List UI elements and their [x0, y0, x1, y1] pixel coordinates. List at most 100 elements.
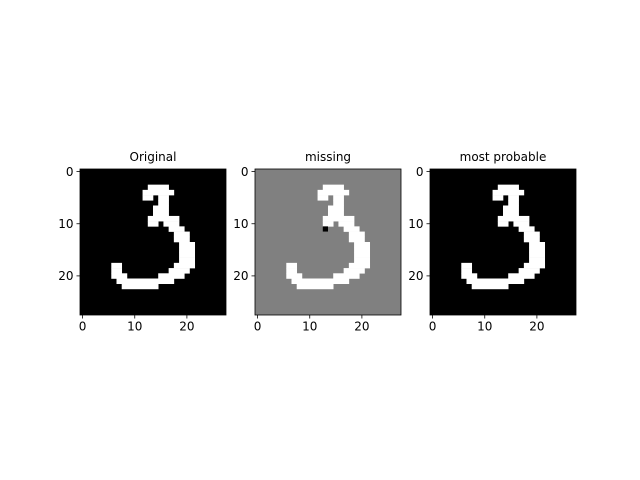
image-frame — [79, 168, 227, 316]
digit-pixel-run — [328, 205, 344, 212]
digit-pixel-run — [158, 200, 169, 206]
axis-ticks: 0 10 20 0 10 20 — [58, 165, 194, 334]
digit-pixel-run — [179, 257, 196, 264]
digit-pixel-run — [348, 262, 371, 269]
digit-pixel-run — [317, 195, 329, 201]
digit-pixel-run — [153, 210, 169, 217]
digit-pixel-run — [354, 247, 371, 253]
digit-pixel-run — [158, 195, 169, 201]
digit-pixel-run — [322, 221, 334, 227]
x-tick-label: 20 — [529, 320, 544, 334]
digit-pixel-run — [529, 247, 546, 253]
panel-missing: missing 0 10 20 0 10 20 — [233, 150, 402, 334]
panel-title: Original — [130, 150, 177, 164]
digit-pixel-run — [173, 262, 196, 269]
digit-pixel-run — [354, 252, 371, 258]
digit-pixel-run — [497, 184, 519, 191]
digit-pixel-run — [529, 252, 546, 258]
digit-pixel-run — [529, 242, 546, 248]
x-tick-label: 0 — [254, 320, 262, 334]
digit-pixel-run — [354, 257, 371, 264]
digit-pixel-run — [508, 273, 535, 279]
x-tick-label: 0 — [79, 320, 87, 334]
digit-pixel-run — [348, 236, 365, 243]
digit-pixel-run — [153, 205, 169, 212]
image-pixels — [80, 169, 226, 315]
x-tick-label: 0 — [429, 320, 437, 334]
digit-pixel-run — [168, 226, 185, 232]
x-tick-label: 10 — [127, 320, 142, 334]
digit-pixel-run — [286, 268, 298, 274]
digit-pixel-run — [343, 268, 365, 274]
digit-pixel-run — [142, 195, 154, 201]
digit-pixel-run — [461, 262, 473, 269]
y-tick-label: 20 — [408, 269, 423, 283]
y-tick-label: 0 — [66, 165, 74, 179]
image-frame — [254, 168, 402, 316]
digit-pixel-run — [518, 226, 535, 232]
digit-pixel-run — [503, 205, 519, 212]
digit-pixel-run — [461, 268, 473, 274]
x-tick-label: 20 — [179, 320, 194, 334]
axis-ticks: 0 10 20 0 10 20 — [233, 165, 369, 334]
digit-pixel-run — [348, 231, 365, 238]
y-tick-label: 0 — [416, 165, 424, 179]
digit-pixel-run — [518, 268, 540, 274]
digit-pixel-run — [497, 215, 530, 222]
digit-pixel-run — [343, 226, 360, 232]
y-tick-label: 20 — [58, 269, 73, 283]
panel-title: missing — [305, 150, 351, 164]
panel-title: most probable — [460, 150, 547, 164]
x-tick-label: 20 — [354, 320, 369, 334]
x-tick-label: 10 — [302, 320, 317, 334]
missing-pixel — [322, 226, 328, 232]
digit-pixel-run — [173, 231, 190, 238]
digit-pixel-run — [163, 221, 180, 227]
digit-pixel-run — [179, 242, 196, 248]
digit-pixel-run — [111, 273, 128, 279]
digit-pixel-run — [111, 262, 123, 269]
digit-pixel-run — [291, 278, 350, 285]
digit-pixel-run — [333, 200, 344, 206]
digit-pixel-run — [508, 195, 519, 201]
digit-pixel-run — [121, 283, 159, 290]
digit-pixel-run — [523, 231, 540, 238]
digit-pixel-run — [508, 200, 519, 206]
image-pixels — [255, 169, 401, 315]
digit-pixel-run — [492, 195, 504, 201]
digit-pixel-run — [296, 283, 334, 290]
y-tick-label: 10 — [58, 217, 73, 231]
panel-original: Original 0 10 20 0 10 20 — [58, 150, 227, 334]
y-tick-label: 10 — [233, 217, 248, 231]
digit-pixel-run — [503, 210, 519, 217]
digit-pixel-run — [179, 247, 196, 253]
digit-pixel-run — [147, 184, 169, 191]
digit-pixel-run — [116, 278, 175, 285]
digit-pixel-run — [466, 278, 525, 285]
digit-pixel-run — [179, 252, 196, 258]
digit-pixel-run — [173, 236, 190, 243]
digit-pixel-run — [286, 262, 298, 269]
digit-pixel-run — [286, 273, 303, 279]
digit-pixel-run — [111, 268, 123, 274]
y-tick-label: 10 — [408, 217, 423, 231]
digit-pixel-run — [523, 236, 540, 243]
digit-pixel-run — [333, 273, 360, 279]
digit-pixel-run — [322, 215, 355, 222]
digit-pixel-run — [317, 189, 350, 196]
digit-pixel-run — [322, 184, 344, 191]
digit-pixel-run — [461, 273, 478, 279]
digit-pixel-run — [523, 262, 546, 269]
digit-pixel-run — [168, 268, 190, 274]
image-pixels — [430, 169, 576, 315]
axis-ticks: 0 10 20 0 10 20 — [408, 165, 544, 334]
digit-pixel-run — [513, 221, 530, 227]
digit-pixel-run — [333, 195, 344, 201]
y-tick-label: 20 — [233, 269, 248, 283]
digit-pixel-run — [471, 283, 509, 290]
y-tick-label: 0 — [241, 165, 249, 179]
digit-pixel-run — [328, 210, 344, 217]
image-frame — [429, 168, 577, 316]
digit-pixel-run — [147, 215, 180, 222]
